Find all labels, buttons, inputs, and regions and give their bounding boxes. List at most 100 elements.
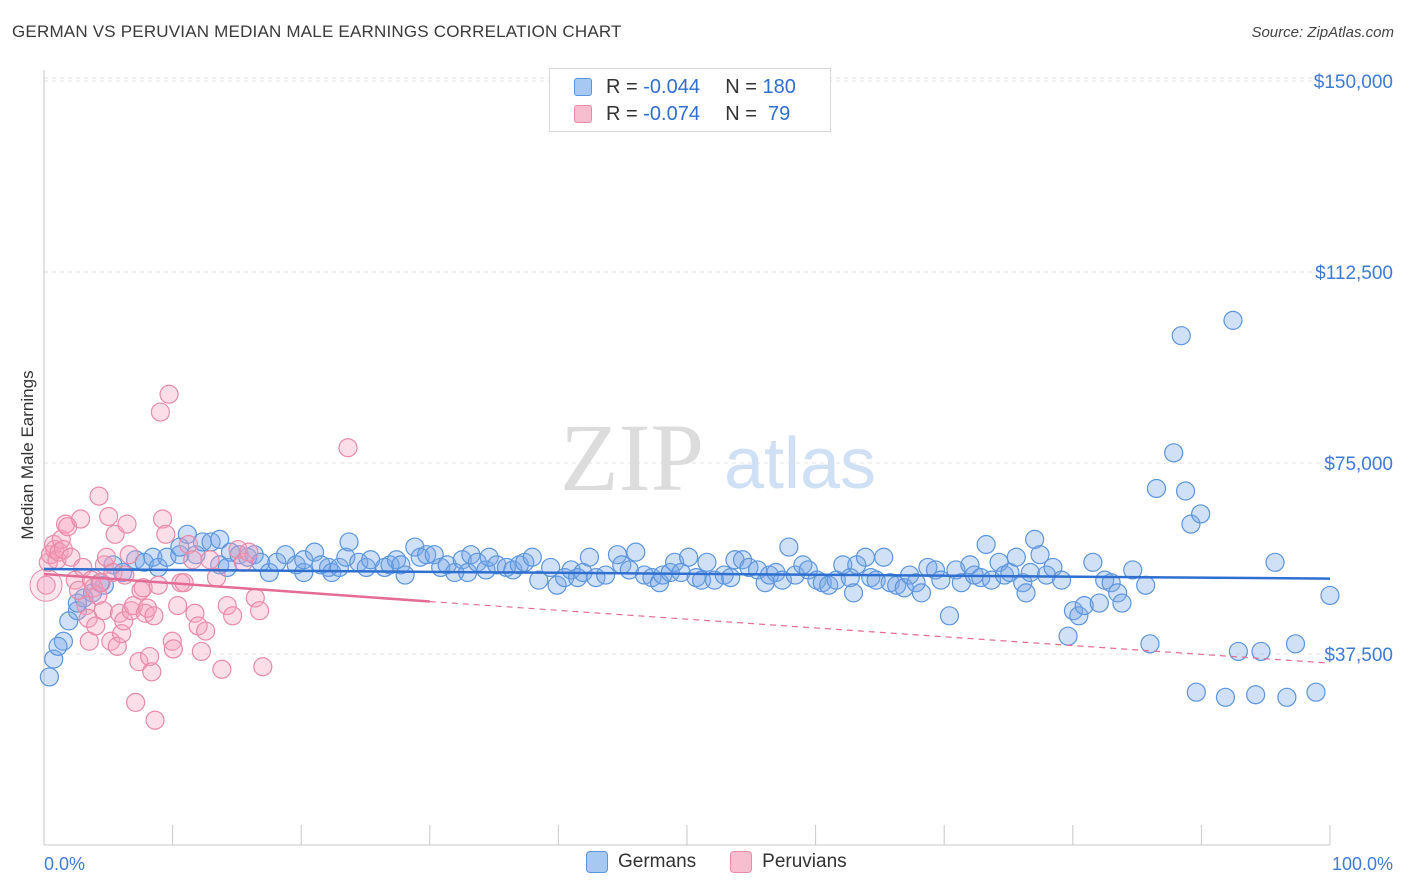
x-tick-label: 0.0%	[44, 854, 85, 874]
peruvians-point	[99, 506, 119, 527]
germans-point	[1215, 687, 1236, 707]
legend-label-germans: Germans	[618, 851, 697, 872]
peruvians-series	[29, 384, 358, 730]
legend-row-germans: R = -0.044 N = 180	[550, 74, 796, 100]
peruvians-point	[159, 384, 179, 404]
peruvians-point	[68, 580, 89, 600]
germans-trend-line	[43, 567, 1331, 580]
peruvians-point	[129, 652, 149, 672]
germans-point	[339, 532, 359, 552]
legend-n-label: N =	[725, 75, 757, 98]
y-tick-label: $112,500	[1315, 263, 1393, 284]
germans-point	[843, 583, 864, 603]
peruvians-point	[36, 575, 56, 595]
peruvians-trend-extension	[429, 600, 1331, 664]
peruvians-point	[71, 509, 91, 529]
peruvians-point	[156, 524, 176, 544]
peruvians-point	[93, 601, 113, 621]
peruvians-point	[126, 692, 146, 712]
germans-point	[939, 606, 960, 626]
germans-point	[395, 565, 415, 585]
peruvians-point	[142, 662, 162, 682]
peruvians-point	[144, 606, 164, 626]
peruvians-point	[88, 585, 108, 606]
peruvians-point	[212, 659, 232, 679]
germans-point	[461, 545, 481, 565]
watermark-zip: ZIP	[560, 404, 704, 511]
trend-lines	[43, 567, 1331, 664]
germans-point	[1036, 565, 1057, 585]
peruvians-point	[101, 631, 121, 651]
legend-n-value: 79	[762, 102, 791, 125]
germans-point	[732, 550, 753, 570]
germans-point	[479, 547, 499, 567]
germans-point	[1228, 641, 1248, 662]
germans-point	[1246, 685, 1266, 705]
germans-point	[1089, 593, 1109, 613]
germans-point	[976, 534, 996, 555]
peruvians-point	[114, 611, 134, 631]
germans-point	[177, 524, 197, 544]
peruvians-point	[55, 514, 76, 534]
peruvians-point	[249, 601, 270, 621]
germans-point	[1016, 583, 1036, 603]
germans-point	[522, 547, 542, 567]
germans-point	[931, 570, 951, 590]
legend-n-value: 180	[762, 75, 796, 98]
germans-point	[626, 542, 646, 562]
germans-point	[405, 537, 425, 557]
germans-point	[1265, 552, 1285, 572]
germans-point	[143, 547, 163, 567]
germans-point	[653, 565, 673, 585]
germans-point	[48, 636, 68, 656]
germans-point	[960, 555, 980, 575]
germans-point	[1306, 682, 1326, 702]
germans-point	[704, 570, 725, 590]
correlation-legend: R = -0.044 N = 180 R = -0.074 N = 79	[549, 68, 831, 132]
peruvians-point	[145, 710, 165, 730]
y-tick-labels: $37,500 $75,000 $112,500 $150,000	[1314, 72, 1393, 666]
peruvians-point	[140, 646, 160, 667]
germans-point	[1074, 596, 1094, 616]
axes	[43, 70, 1331, 846]
peruvians-point	[253, 657, 273, 677]
legend-r-label: R =	[606, 102, 638, 125]
peruvians-point	[150, 402, 171, 422]
germans-point	[1051, 570, 1072, 590]
source-label: Source: ZipAtlas.com	[1251, 24, 1394, 41]
germans-point	[1025, 529, 1045, 550]
germans-point	[1146, 478, 1167, 499]
germans-point	[294, 550, 314, 570]
germans-point	[1140, 634, 1160, 654]
germans-point	[1108, 583, 1128, 603]
germans-point	[596, 565, 616, 585]
germans-point	[1186, 682, 1206, 702]
series-legend: Germans Peruvians	[586, 851, 847, 873]
germans-point	[380, 555, 400, 575]
chart-title: GERMAN VS PERUVIAN MEDIAN MALE EARNINGS …	[12, 22, 622, 41]
germans-point	[529, 570, 549, 590]
germans-point	[1112, 593, 1132, 613]
germans-point	[1006, 547, 1026, 567]
peruvians-point	[148, 575, 168, 595]
germans-point	[1063, 601, 1084, 621]
germans-point	[1277, 687, 1297, 707]
germans-point	[579, 547, 600, 567]
legend-swatch-peruvians	[574, 105, 592, 123]
germans-point	[911, 583, 932, 603]
germans-point	[607, 545, 628, 565]
germans-point	[113, 562, 133, 583]
legend-n-label: N =	[725, 102, 757, 125]
germans-point	[561, 560, 581, 580]
legend-swatch-peruvians	[730, 851, 753, 873]
y-tick-label: $75,000	[1324, 454, 1393, 475]
germans-point	[721, 567, 741, 588]
peruvians-point	[163, 639, 183, 659]
peruvians-point	[162, 631, 182, 651]
germans-point	[1251, 641, 1271, 662]
germans-point	[391, 555, 411, 575]
germans-point	[210, 529, 230, 550]
peruvians-point	[119, 545, 139, 565]
germans-point	[1069, 606, 1089, 626]
